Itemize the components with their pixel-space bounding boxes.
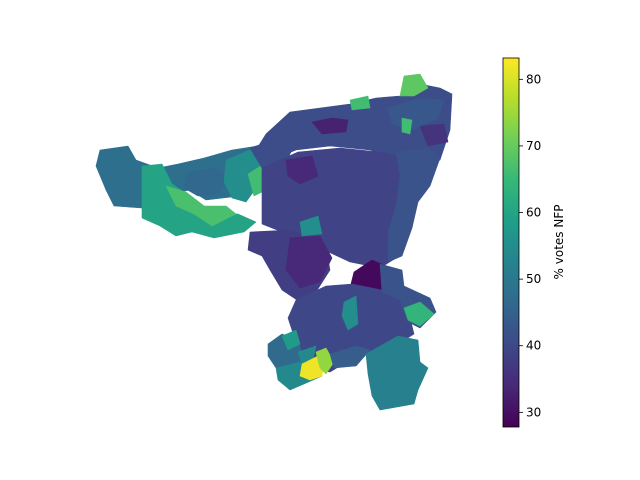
map-region [365,335,429,411]
map-region [419,123,449,147]
map-region [165,185,237,227]
colorbar-tick-label: 60 [526,206,541,220]
colorbar-ticks: 30 40 50 60 70 80 [519,72,541,419]
map-region [285,155,319,185]
colorbar: 30 40 50 60 70 80 % votes NFP [502,57,566,428]
colorbar-tick-label: 50 [526,272,541,286]
map-region [349,95,371,111]
map-region [341,295,359,331]
map-region [311,117,349,135]
map-region [401,117,413,135]
colorbar-tick-label: 30 [526,405,541,419]
colorbar-tick-label: 80 [526,72,541,86]
map-region [141,163,257,239]
map-region [399,73,429,97]
map-region [329,345,371,369]
colorbar-bar [502,57,520,428]
colorbar-label: % votes NFP [552,205,566,280]
colorbar-tick-label: 70 [526,139,541,153]
map-region [315,347,335,375]
map-region [183,167,229,197]
map [95,73,453,411]
map-region [387,147,441,263]
map-region [403,301,435,327]
colorbar-tick-label: 40 [526,339,541,353]
map-region [285,235,333,289]
map-region [299,215,323,237]
map-region [281,329,301,351]
